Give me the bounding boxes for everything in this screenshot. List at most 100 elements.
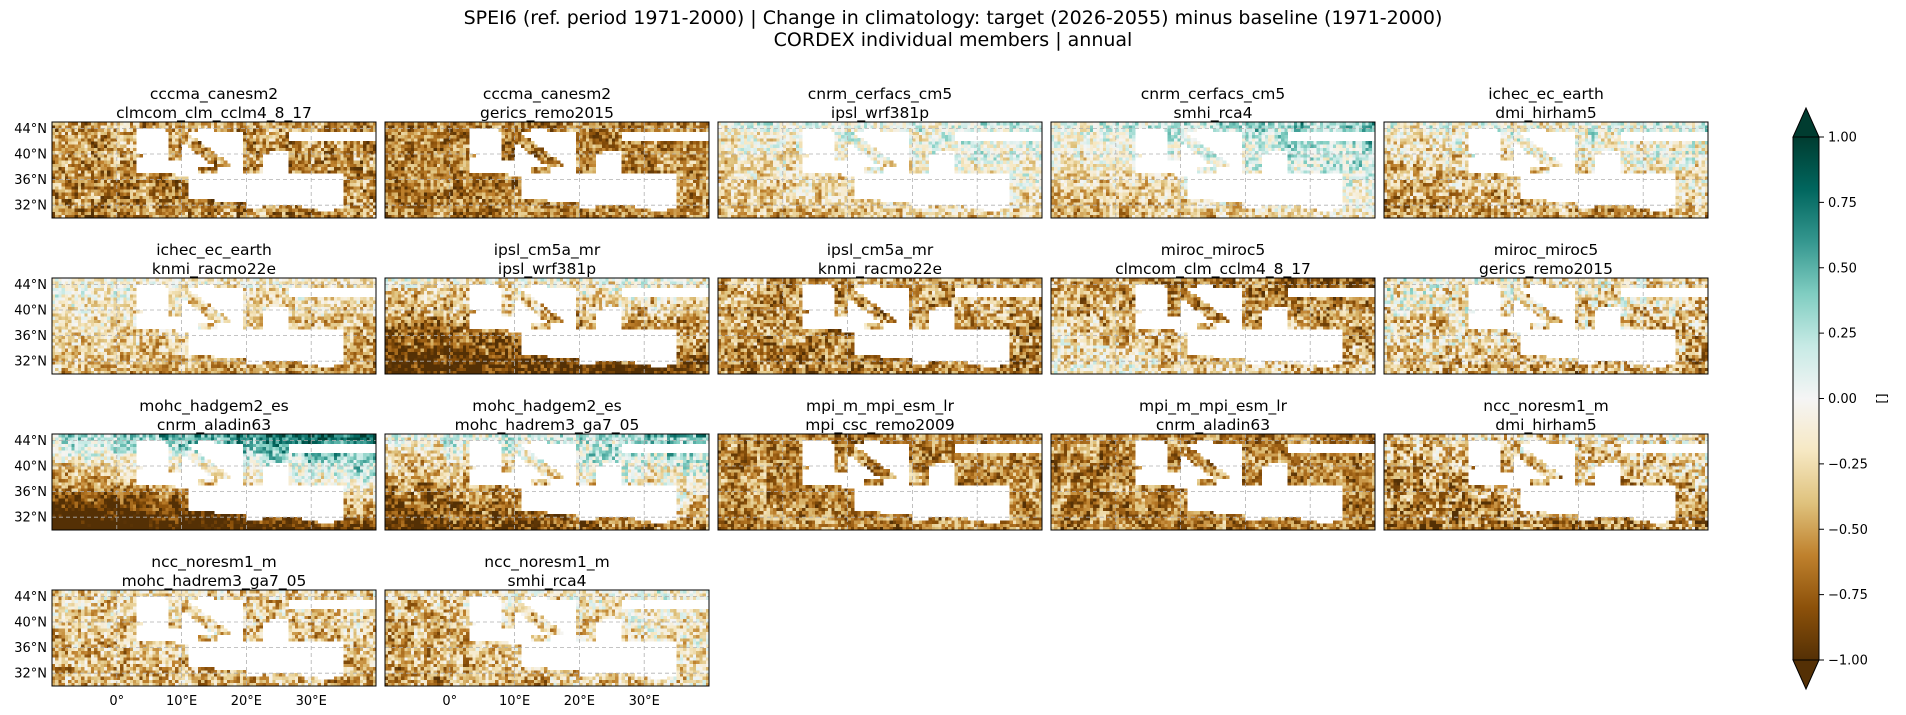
data-cell xyxy=(55,122,59,126)
data-cell xyxy=(395,141,399,145)
data-cell xyxy=(750,132,754,136)
data-cell xyxy=(120,160,124,164)
data-cell xyxy=(237,122,241,126)
data-cell xyxy=(208,212,212,216)
data-cell xyxy=(760,144,764,148)
data-cell xyxy=(350,173,354,177)
data-cell xyxy=(773,192,777,196)
data-cell xyxy=(350,122,354,126)
data-cell xyxy=(518,208,522,212)
data-cell xyxy=(680,148,684,152)
data-cell xyxy=(677,205,681,209)
data-cell xyxy=(534,170,538,174)
data-cell xyxy=(508,128,512,132)
data-cell xyxy=(250,138,254,142)
data-cell xyxy=(62,164,66,168)
data-cell xyxy=(337,212,341,216)
data-cell xyxy=(579,144,583,148)
data-cell xyxy=(547,212,551,216)
data-cell xyxy=(388,148,392,152)
data-cell xyxy=(472,125,476,129)
data-cell xyxy=(683,189,687,193)
data-cell xyxy=(786,167,790,171)
data-cell xyxy=(55,138,59,142)
data-cell xyxy=(721,205,725,209)
data-cell xyxy=(443,122,447,126)
data-cell xyxy=(482,205,486,209)
data-cell xyxy=(172,212,176,216)
data-cell xyxy=(476,186,480,190)
data-cell xyxy=(770,192,774,196)
data-cell xyxy=(97,167,101,171)
data-cell xyxy=(586,167,590,171)
data-cell xyxy=(395,189,399,193)
data-cell xyxy=(421,167,425,171)
data-cell xyxy=(690,180,694,184)
data-cell xyxy=(175,199,179,203)
data-cell xyxy=(660,128,664,132)
data-cell xyxy=(204,157,208,161)
data-cell xyxy=(250,135,254,139)
data-cell xyxy=(531,141,535,145)
data-cell xyxy=(573,208,577,212)
data-cell xyxy=(414,192,418,196)
data-cell xyxy=(185,141,189,145)
data-cell xyxy=(737,186,741,190)
data-cell xyxy=(760,141,764,145)
data-cell xyxy=(599,205,603,209)
data-cell xyxy=(314,160,318,164)
data-cell xyxy=(318,212,322,216)
data-cell xyxy=(641,154,645,158)
data-cell xyxy=(366,186,370,190)
data-cell xyxy=(366,160,370,164)
data-cell xyxy=(340,154,344,158)
data-cell xyxy=(747,141,751,145)
data-cell xyxy=(68,180,72,184)
data-cell xyxy=(696,186,700,190)
data-cell xyxy=(741,208,745,212)
data-cell xyxy=(631,167,635,171)
data-cell xyxy=(224,122,228,126)
data-cell xyxy=(747,128,751,132)
data-cell xyxy=(793,212,797,216)
data-cell xyxy=(786,141,790,145)
data-cell xyxy=(214,208,218,212)
data-cell xyxy=(466,189,470,193)
data-cell xyxy=(763,170,767,174)
data-cell xyxy=(434,135,438,139)
data-cell xyxy=(731,183,735,187)
data-cell xyxy=(78,128,82,132)
data-cell xyxy=(657,157,661,161)
data-cell xyxy=(599,135,603,139)
data-cell xyxy=(230,205,234,209)
data-cell xyxy=(502,205,506,209)
data-cell xyxy=(350,157,354,161)
data-cell xyxy=(683,141,687,145)
data-cell xyxy=(508,186,512,190)
data-cell xyxy=(427,170,431,174)
data-cell xyxy=(101,135,105,139)
data-cell xyxy=(638,164,642,168)
data-cell xyxy=(101,208,105,212)
data-cell xyxy=(388,144,392,148)
data-cell xyxy=(812,192,816,196)
data-cell xyxy=(201,170,205,174)
data-cell xyxy=(104,173,108,177)
data-cell xyxy=(763,183,767,187)
data-cell xyxy=(366,205,370,209)
data-cell xyxy=(208,170,212,174)
data-cell xyxy=(699,144,703,148)
data-cell xyxy=(741,138,745,142)
data-cell xyxy=(615,128,619,132)
data-cell xyxy=(737,189,741,193)
data-cell xyxy=(408,132,412,136)
data-cell xyxy=(331,128,335,132)
data-cell xyxy=(776,199,780,203)
data-cell xyxy=(596,208,600,212)
data-cell xyxy=(366,173,370,177)
data-cell xyxy=(724,160,728,164)
data-cell xyxy=(677,144,681,148)
data-cell xyxy=(84,141,88,145)
data-cell xyxy=(579,138,583,142)
data-cell xyxy=(789,122,793,126)
